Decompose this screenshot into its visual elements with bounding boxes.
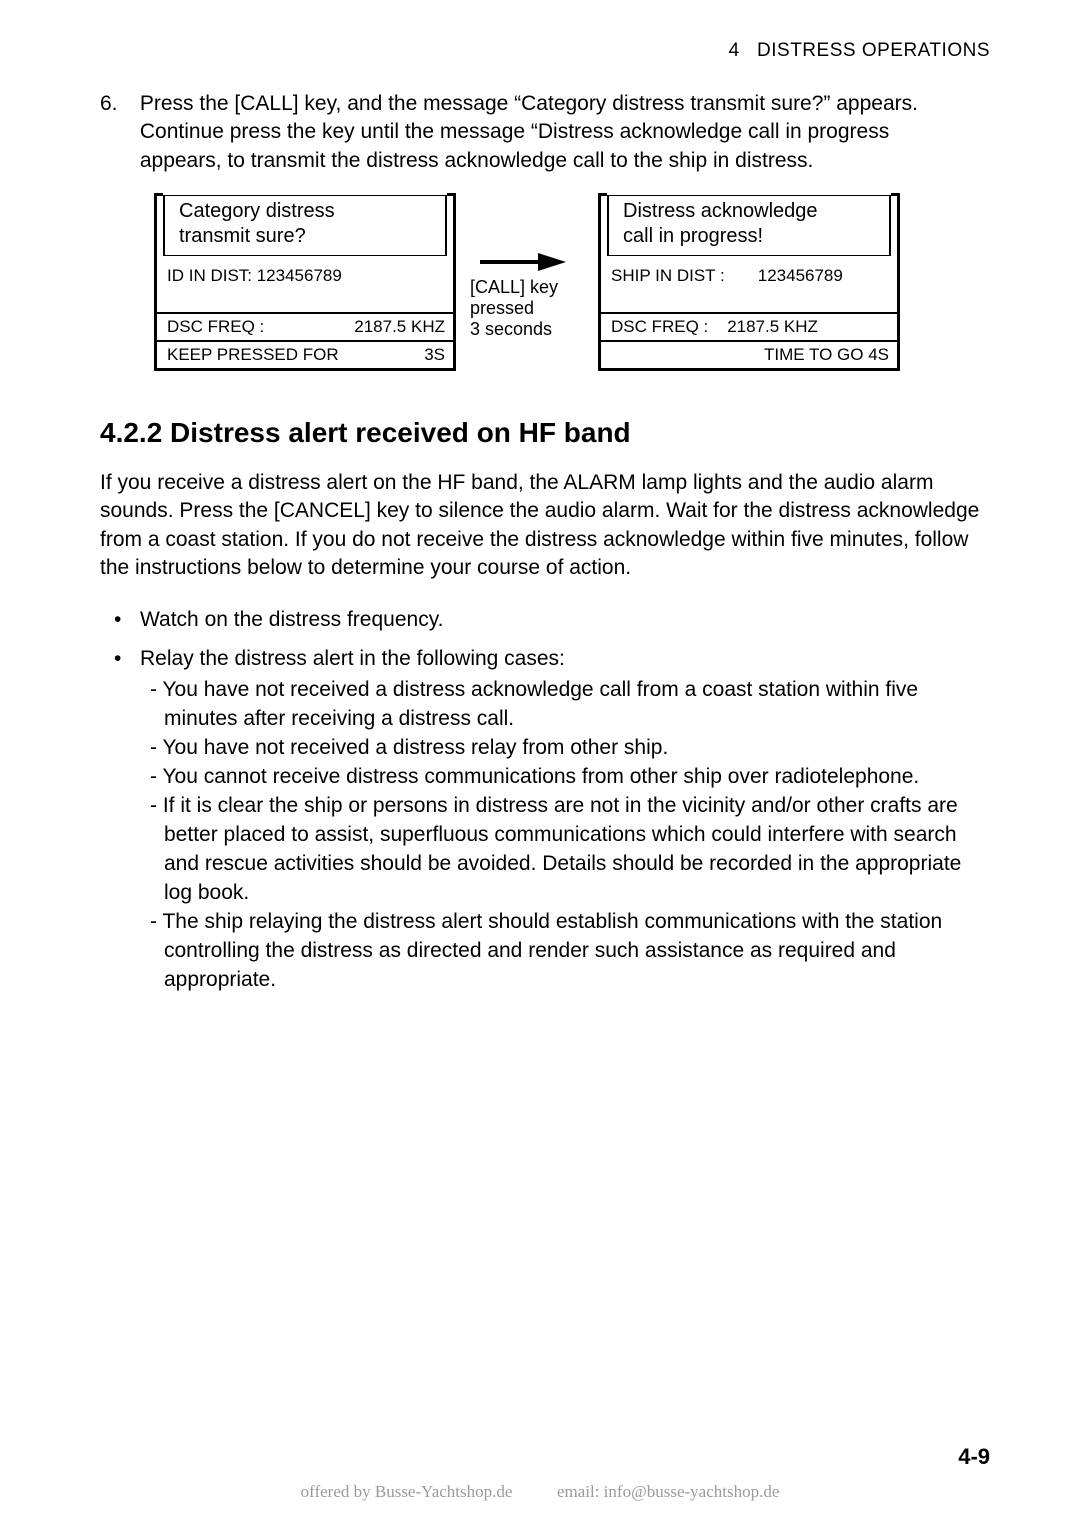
lcd-right-title: Distress acknowledge call in progress! <box>607 193 891 256</box>
intro-paragraph: If you receive a distress alert on the H… <box>100 469 990 582</box>
lcd-right-row2-value: TIME TO GO 4S <box>764 345 889 365</box>
page-number: 4-9 <box>958 1444 990 1470</box>
lcd-right-row1-value: 2187.5 KHZ <box>727 317 818 336</box>
sub-1: - You have not received a distress ackno… <box>140 676 990 734</box>
lcd-left-row2-label: KEEP PRESSED FOR <box>167 345 339 365</box>
footer-right: email: info@busse-yachtshop.de <box>557 1482 779 1501</box>
arrow-icon <box>478 251 584 273</box>
bullet-2-text: Relay the distress alert in the followin… <box>140 647 565 670</box>
sub-5: - The ship relaying the distress alert s… <box>140 908 990 995</box>
lcd-right-row2: TIME TO GO 4S <box>601 340 897 368</box>
sub-4: - If it is clear the ship or persons in … <box>140 792 990 908</box>
lcd-left-title-line1: Category distress <box>179 200 335 222</box>
lcd-left-title: Category distress transmit sure? <box>163 193 447 256</box>
lcd-right: Distress acknowledge call in progress! S… <box>598 193 900 371</box>
lcd-left-row1-value: 2187.5 KHZ <box>354 317 445 337</box>
chapter-title: DISTRESS OPERATIONS <box>757 40 990 61</box>
lcd-diagram: Category distress transmit sure? ID IN D… <box>154 193 990 371</box>
sub-2: - You have not received a distress relay… <box>140 734 990 763</box>
lcd-left-title-line2: transmit sure? <box>179 225 306 247</box>
lcd-right-title-line2: call in progress! <box>623 225 763 247</box>
lcd-left-row2: KEEP PRESSED FOR 3S <box>157 340 453 368</box>
page-header: 4 DISTRESS OPERATIONS <box>100 40 990 62</box>
arrow-column: [CALL] key pressed 3 seconds <box>470 193 584 340</box>
mid-line2: pressed <box>470 298 584 319</box>
lcd-right-row1-label: DSC FREQ : <box>611 317 708 336</box>
sub-list: - You have not received a distress ackno… <box>140 676 990 995</box>
bullet-2: Relay the distress alert in the followin… <box>100 645 990 995</box>
lcd-left-row2-value: 3S <box>424 345 445 365</box>
lcd-right-title-line1: Distress acknowledge <box>623 200 818 222</box>
footer-left: offered by Busse-Yachtshop.de <box>301 1482 513 1501</box>
mid-line3: 3 seconds <box>470 319 584 340</box>
bullet-list: Watch on the distress frequency. Relay t… <box>100 606 990 995</box>
footer: offered by Busse-Yachtshop.de email: inf… <box>0 1482 1080 1502</box>
lcd-left-row1: DSC FREQ : 2187.5 KHZ <box>157 312 453 340</box>
section-heading: 4.2.2 Distress alert received on HF band <box>100 417 990 449</box>
step-text: Press the [CALL] key, and the message “C… <box>140 90 970 175</box>
step-number: 6. <box>100 90 134 118</box>
bullet-1-text: Watch on the distress frequency. <box>140 608 443 631</box>
chapter-num: 4 <box>729 40 740 61</box>
sub-3: - You cannot receive distress communicat… <box>140 763 990 792</box>
step-6: 6. Press the [CALL] key, and the message… <box>100 90 990 175</box>
bullet-1: Watch on the distress frequency. <box>100 606 990 635</box>
lcd-right-body-value: 123456789 <box>758 266 843 285</box>
lcd-left-body: ID IN DIST: 123456789 <box>157 256 453 312</box>
lcd-right-row1: DSC FREQ : 2187.5 KHZ <box>601 312 897 340</box>
lcd-right-body-label: SHIP IN DIST : <box>611 266 725 285</box>
lcd-right-body: SHIP IN DIST : 123456789 <box>601 256 897 312</box>
lcd-left: Category distress transmit sure? ID IN D… <box>154 193 456 371</box>
mid-line1: [CALL] key <box>470 277 584 298</box>
lcd-left-row1-label: DSC FREQ : <box>167 317 264 337</box>
